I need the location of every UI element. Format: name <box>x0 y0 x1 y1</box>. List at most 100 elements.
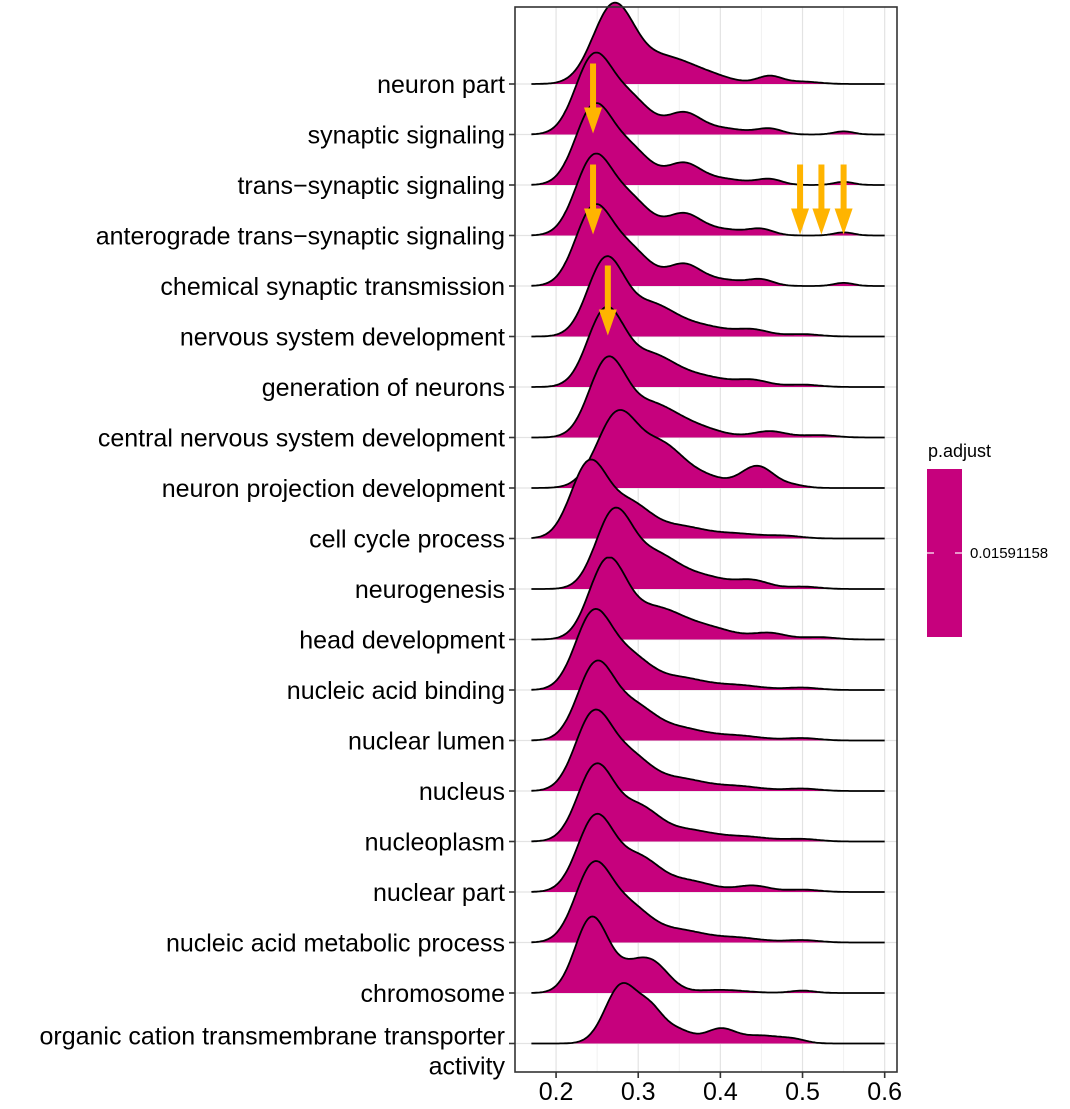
ridge-outline <box>531 812 885 893</box>
y-axis-labels: neuron part synaptic signaling trans−synap… <box>39 71 505 1081</box>
annotation-arrows <box>584 63 853 336</box>
ridge-area <box>531 660 885 741</box>
ridge-10 <box>531 458 885 540</box>
ridges <box>531 1 885 1045</box>
ridge-19 <box>531 915 885 994</box>
y-tick-label: nucleic acid binding <box>287 677 505 705</box>
ridge-4 <box>531 152 885 237</box>
x-tick-label: 0.3 <box>621 1078 656 1106</box>
ridge-area <box>531 557 885 640</box>
ridge-14 <box>531 659 885 742</box>
ridge-area <box>531 763 885 842</box>
ridge-area <box>531 52 885 135</box>
ridge-outline <box>531 409 885 489</box>
y-tick-label: nuclear lumen <box>348 728 505 756</box>
y-tick-label: cell cycle process <box>309 526 505 554</box>
ridge-area <box>531 459 885 539</box>
panel-border <box>514 6 898 1073</box>
arrow-head <box>598 309 617 336</box>
ridge-outline <box>531 982 885 1045</box>
y-tick-label-line: activity <box>429 1053 506 1081</box>
ridge-area <box>531 256 885 337</box>
y-axis-ticks <box>509 83 515 1045</box>
annotation-arrow <box>812 164 831 235</box>
ridge-12 <box>531 556 885 641</box>
y-tick-label: trans−synaptic signaling <box>237 172 505 200</box>
y-tick-label: nervous system development <box>180 324 505 352</box>
ridge-18 <box>531 860 885 944</box>
y-tick-label: organic cation transmembrane transporter… <box>39 1023 505 1081</box>
ridge-outline <box>531 762 885 843</box>
y-tick-label-line: organic cation transmembrane transporter <box>39 1023 505 1051</box>
x-tick-label: 0.6 <box>867 1078 902 1106</box>
y-tick-label: anterograde trans−synaptic signaling <box>96 223 505 251</box>
ridge-outline <box>531 608 885 691</box>
ridge-outline <box>531 255 885 338</box>
arrow-shaft <box>840 164 847 215</box>
annotation-arrow <box>598 265 617 336</box>
y-tick-label: central nervous system development <box>98 425 505 453</box>
ridge-outline <box>531 659 885 742</box>
y-tick-label: synaptic signaling <box>308 122 505 150</box>
ridge-outline <box>531 915 885 994</box>
ridge-area <box>531 608 885 690</box>
legend: p.adjust 0.01591158 <box>927 441 1048 637</box>
y-tick-label: nucleus <box>419 778 505 806</box>
arrow-head <box>812 208 831 235</box>
x-axis: 0.2 0.3 0.4 0.5 0.6 <box>539 1072 902 1106</box>
arrow-shaft <box>590 63 597 114</box>
ridge-13 <box>531 608 885 691</box>
annotation-arrow <box>834 164 853 235</box>
ridge-20 <box>531 982 885 1045</box>
x-tick-label: 0.4 <box>703 1078 738 1106</box>
ridge-area <box>531 709 885 791</box>
arrow-head <box>791 208 810 235</box>
ridge-area <box>531 813 885 892</box>
arrow-head <box>584 107 603 134</box>
legend-tick-label: 0.01591158 <box>970 545 1048 562</box>
y-tick-label: nucleic acid metabolic process <box>166 930 505 958</box>
y-tick-label: neuron part <box>377 71 505 99</box>
x-tick-label: 0.5 <box>785 1078 820 1106</box>
y-tick-label: chemical synaptic transmission <box>160 273 505 301</box>
ridge-outline <box>531 506 885 590</box>
ridge-outline <box>531 1 885 85</box>
ridge-outline <box>531 355 885 439</box>
y-tick-label: nucleoplasm <box>365 829 505 857</box>
ridge-area <box>531 410 885 488</box>
y-tick-label: head development <box>299 627 505 655</box>
y-tick-label: neurogenesis <box>355 576 505 604</box>
ridge-5 <box>531 203 885 287</box>
ridge-16 <box>531 762 885 843</box>
ridge-area <box>531 861 885 943</box>
arrow-shaft <box>590 164 597 215</box>
ridge-outline <box>531 556 885 641</box>
annotation-arrow <box>584 63 603 134</box>
ridge-outline <box>531 860 885 944</box>
y-tick-label: nuclear part <box>373 879 505 907</box>
ridge-area <box>531 153 885 236</box>
y-tick-label: chromosome <box>361 980 506 1008</box>
ridge-outline <box>531 458 885 540</box>
ridge-outline <box>531 51 885 136</box>
arrow-shaft <box>797 164 804 215</box>
arrow-head <box>584 208 603 235</box>
ridge-outline <box>531 152 885 237</box>
y-tick-label: generation of neurons <box>262 374 505 402</box>
x-tick-label: 0.2 <box>539 1078 574 1106</box>
ridge-15 <box>531 708 885 792</box>
ridge-17 <box>531 812 885 893</box>
arrow-shaft <box>604 265 611 316</box>
ridge-area <box>531 2 885 85</box>
arrow-head <box>834 208 853 235</box>
ridge-area <box>531 983 885 1044</box>
ridge-outline <box>531 305 885 388</box>
ridge-9 <box>531 409 885 489</box>
ridge-area <box>531 916 885 993</box>
arrow-shaft <box>818 164 825 215</box>
legend-title: p.adjust <box>928 441 991 461</box>
ridge-6 <box>531 255 885 338</box>
annotation-arrow <box>791 164 810 235</box>
ridge-area <box>531 204 885 286</box>
